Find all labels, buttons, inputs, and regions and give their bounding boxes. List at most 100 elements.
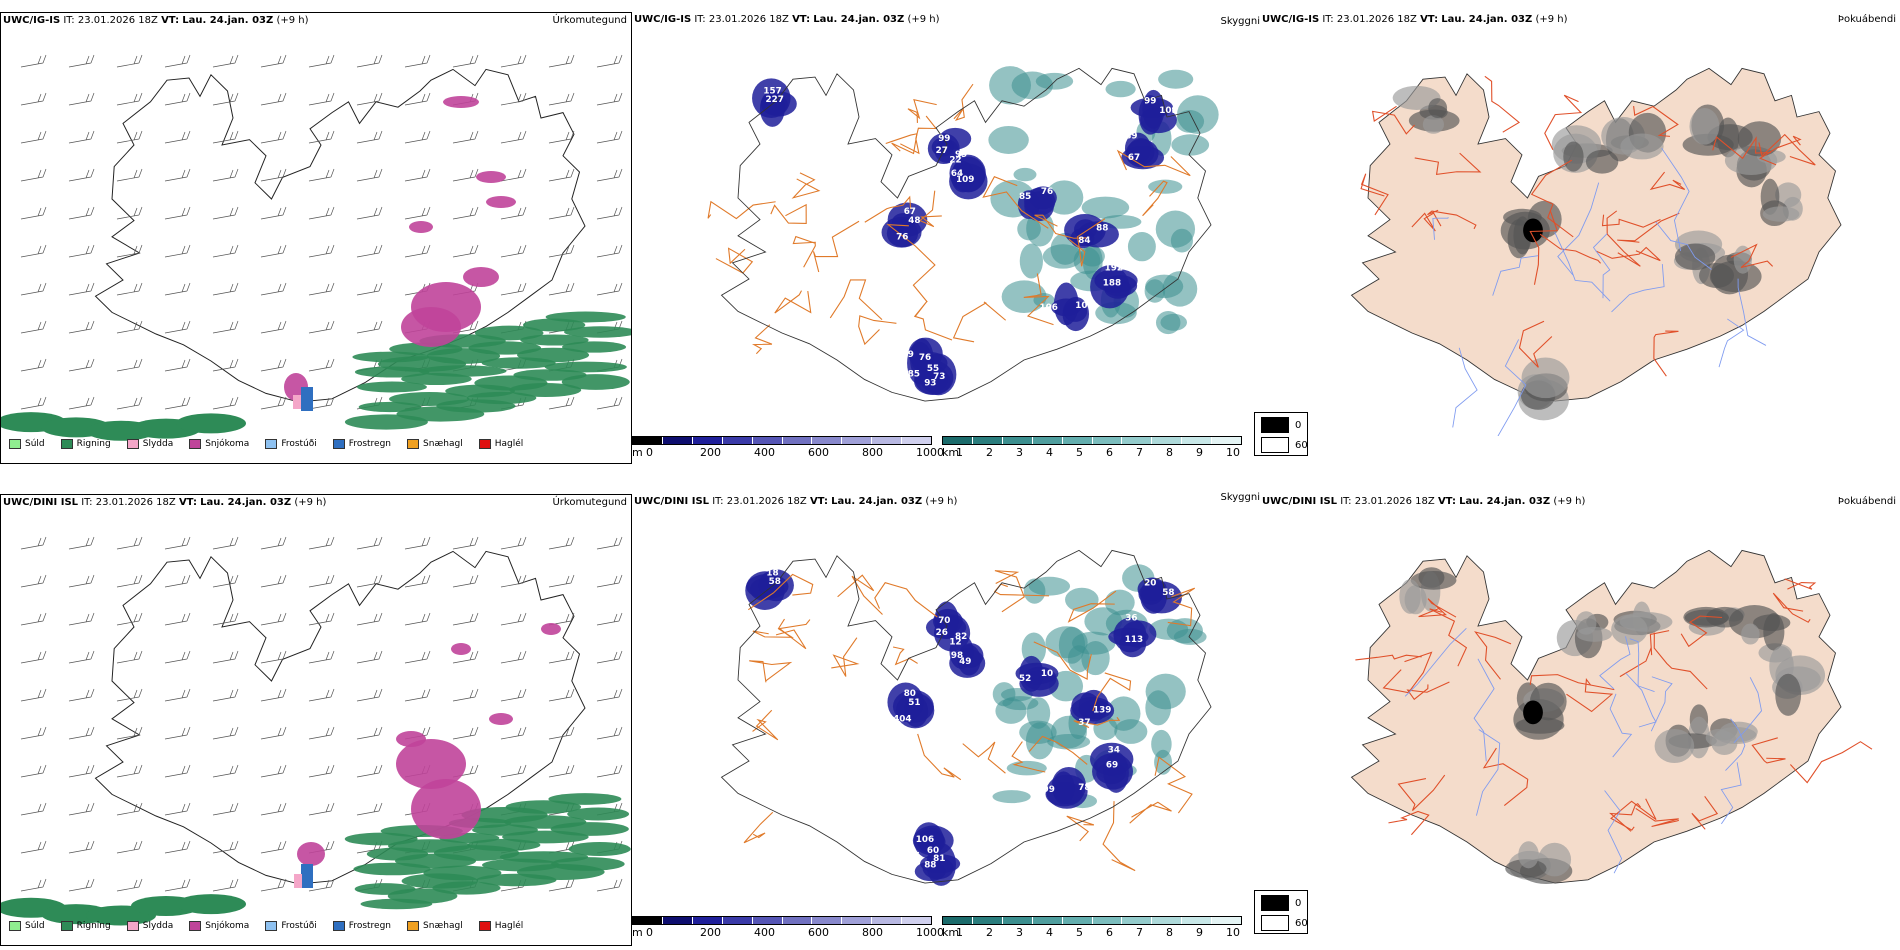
colorbar-unit: km — [942, 446, 960, 459]
legend-item-haglél: Haglél — [478, 439, 523, 449]
panel-name: Skyggni — [1220, 492, 1260, 503]
cloud-base-label: 35 — [908, 852, 920, 862]
vt-value: Lau. 24.jan. 03Z — [182, 15, 274, 26]
legend-label: Haglél — [494, 921, 524, 931]
legend-label: Snæhagl — [423, 439, 463, 449]
fog-map-1: UWC/IG-IS IT: 23.01.2026 18Z VT: Lau. 24… — [1254, 12, 1900, 464]
cloud-base-label: 88 — [924, 860, 936, 870]
colorbar-tick: 10 — [1226, 926, 1240, 939]
colorbar-tick: 10 — [1226, 446, 1240, 459]
panel-title: UWC/IG-IS IT: 23.01.2026 18Z VT: Lau. 24… — [634, 14, 940, 25]
fog-legend-swatch — [1261, 895, 1289, 911]
colorbar-segment — [972, 917, 1003, 924]
snow-area — [284, 96, 516, 411]
cloud-base-shading — [752, 78, 1177, 396]
colorbar-unit: km — [942, 926, 960, 939]
it-value: 23.01.2026 18Z — [1354, 496, 1435, 507]
legend-swatch — [126, 921, 139, 931]
cloud-base-label: 51 — [908, 698, 920, 708]
colorbar-segment — [1122, 437, 1153, 444]
fog-map-canvas — [1350, 67, 1842, 436]
vt-value: Lau. 24.jan. 03Z — [1441, 14, 1533, 25]
precip-legend: Súld Rigning Slydda Snjókoma Frostúði Frostre… — [9, 439, 539, 449]
fog-legend-swatch — [1261, 437, 1289, 453]
panel-name: Úrkomutegund — [552, 497, 627, 508]
legend-label: Frostúði — [281, 439, 317, 449]
legend-item-snæhagl: Snæhagl — [407, 439, 463, 449]
it-label: IT: — [81, 497, 93, 508]
fog-legend-label: 0 — [1295, 419, 1302, 431]
legend-label: Rigning — [76, 921, 111, 931]
legend-label: Slydda — [142, 439, 174, 449]
legend-swatch — [478, 921, 491, 931]
panel-title: UWC/DINI ISL IT: 23.01.2026 18Z VT: Lau.… — [1262, 496, 1585, 507]
cloud-base-label: 18 — [766, 568, 778, 578]
visibility-map-canvas: 7693679964768489109106192227397376991098… — [707, 66, 1219, 402]
legend-label: Súld — [25, 439, 45, 449]
colorbar-segment — [1092, 917, 1123, 924]
colorbar-segment — [782, 917, 813, 924]
row-1: UWC/IG-IS IT: 23.01.2026 18Z VT: Lau. 24… — [0, 0, 1900, 470]
colorbar-segment — [1212, 917, 1242, 924]
colorbar-segment — [692, 917, 723, 924]
cloud-base-label: 55 — [927, 364, 939, 374]
cloud-base-label: 76 — [1041, 187, 1053, 197]
colorbar-tick: 4 — [1046, 926, 1053, 939]
legend-swatch — [407, 439, 420, 449]
fog-map-2: UWC/DINI ISL IT: 23.01.2026 18Z VT: Lau.… — [1254, 494, 1900, 946]
legend-item-snæhagl: Snæhagl — [407, 921, 463, 931]
colorbar-segment — [842, 917, 873, 924]
legend-label: Rigning — [76, 439, 111, 449]
visibility-shading — [988, 66, 1219, 335]
iceland-coast — [720, 549, 1212, 884]
cloud-base-label: 76 — [919, 353, 931, 363]
fog-legend-item: 60 — [1261, 437, 1308, 453]
it-value: 23.01.2026 18Z — [77, 15, 158, 26]
vt-value: Lau. 24.jan. 03Z — [1459, 496, 1551, 507]
snow-area — [294, 623, 561, 888]
legend-swatch — [9, 921, 21, 931]
fog-legend-item: 0 — [1261, 417, 1301, 433]
iceland-coast — [720, 67, 1212, 402]
legend-swatch — [265, 921, 278, 931]
colorbar-segment — [1062, 437, 1093, 444]
colorbar-tick: 1 — [956, 446, 963, 459]
cloud-base-label: 20 — [1144, 579, 1156, 589]
wind-barbs — [20, 54, 623, 410]
colorbar-tick: 1000 — [916, 446, 944, 459]
colorbar-segment — [972, 437, 1003, 444]
legend-label: Snjókoma — [205, 439, 250, 449]
rain-area — [1, 311, 631, 441]
rain-area — [1, 793, 631, 926]
it-label: IT: — [712, 496, 724, 507]
cloud-base-label: 84 — [1078, 236, 1090, 246]
legend-label: Snæhagl — [423, 921, 463, 931]
vt-label: VT: — [178, 497, 197, 508]
cloud-base-label: 10 — [1041, 669, 1053, 679]
colorbar-tick: 9 — [1196, 926, 1203, 939]
cloud-base-label: 192 — [1105, 264, 1123, 274]
roads — [1360, 75, 1816, 377]
legend-item-frostúði: Frostúði — [265, 921, 317, 931]
iceland-coast — [94, 68, 586, 403]
cloud-base-shading — [745, 569, 1182, 886]
it-label: IT: — [694, 14, 706, 25]
colorbar-tick: 5 — [1076, 926, 1083, 939]
fog-legend: 0 60 — [1254, 890, 1308, 934]
legend-item-slydda: Slydda — [126, 921, 173, 931]
cloud-base-label: 98 — [951, 651, 963, 661]
panel-title: UWC/DINI ISL IT: 23.01.2026 18Z VT: Lau.… — [634, 496, 957, 507]
legend-swatch — [478, 439, 491, 449]
cloud-base-label: 27 — [936, 146, 948, 156]
fog-legend-swatch — [1261, 417, 1289, 433]
vt-value: Lau. 24.jan. 03Z — [813, 14, 905, 25]
cloud-base-label: 157 — [763, 86, 781, 96]
colorbar-tick: 400 — [754, 446, 775, 459]
colorbar-segment — [752, 917, 783, 924]
fog-legend-label: 60 — [1295, 439, 1308, 451]
colorbar-tick: 1000 — [916, 926, 944, 939]
roads — [707, 83, 1191, 355]
fog-legend-swatch — [1261, 915, 1289, 931]
roads — [1355, 578, 1873, 836]
cloud-base-label: 80 — [904, 689, 916, 699]
